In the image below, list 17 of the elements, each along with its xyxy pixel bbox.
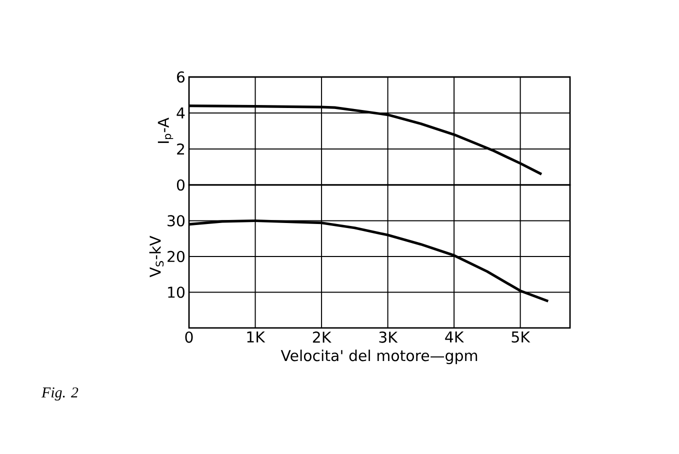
x-tick-label: 0	[185, 332, 193, 343]
y-tick-label: 6	[177, 71, 185, 83]
y-tick-label: 4	[176, 108, 185, 118]
x-tick-label: 3K	[379, 332, 398, 343]
y-tick-label: 20	[168, 250, 184, 262]
y-axis-title: I$_{p}$-A	[158, 118, 174, 143]
x-tick-label: 4K	[445, 332, 464, 342]
y-axis-title: V$_{S}$-kV	[149, 236, 164, 278]
x-tick-label: 5K	[512, 332, 530, 343]
x-tick-label: 1K	[247, 332, 266, 342]
y-tick-label: 10	[168, 286, 184, 298]
y-tick-label: 30	[168, 215, 184, 226]
y-tick-label: 0	[176, 179, 184, 191]
y-tick-label: 2	[177, 143, 184, 155]
x-axis-title: Velocita' del motore—gpm	[280, 350, 478, 364]
text: Fig. 2	[41, 387, 78, 401]
x-tick-label: 2K	[312, 332, 332, 343]
